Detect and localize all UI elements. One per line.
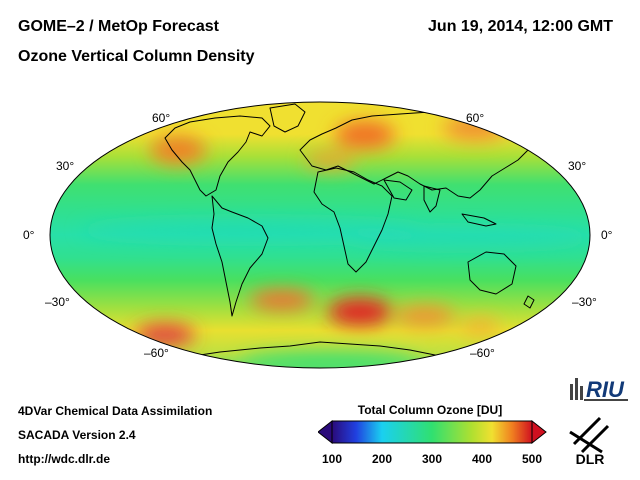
australia-coastline xyxy=(467,251,517,295)
greenland-coastline xyxy=(269,103,306,133)
colorbar-tick-100: 100 xyxy=(321,452,343,466)
riu-tower-icon xyxy=(570,378,583,400)
india-coastline xyxy=(423,185,441,213)
riu-logo: RIU xyxy=(570,377,628,402)
riu-logo-text: RIU xyxy=(586,377,625,402)
colorbar xyxy=(318,419,547,445)
dlr-logo-text: DLR xyxy=(576,451,605,467)
lat-label-left-60: 60° xyxy=(152,111,171,125)
north-america-coastline xyxy=(164,115,271,197)
lat-label-left-minus30: –30° xyxy=(45,295,70,309)
coastlines xyxy=(164,103,535,363)
forecast-datetime: Jun 19, 2014, 12:00 GMT xyxy=(428,18,613,35)
map-title: GOME–2 / MetOp Forecast xyxy=(18,18,219,35)
antarctica-coastline xyxy=(179,341,471,363)
indonesia-coastline xyxy=(461,213,497,227)
map-border xyxy=(49,101,591,369)
colorbar-tick-200: 200 xyxy=(371,452,393,466)
dlr-emblem-icon xyxy=(569,416,610,454)
new-zealand-coastline xyxy=(523,295,535,309)
colorbar-tick-300: 300 xyxy=(421,452,443,466)
dlr-logo: DLR xyxy=(569,416,610,467)
footer-method: 4DVar Chemical Data Assimilation xyxy=(18,404,213,418)
lat-label-right-60: 60° xyxy=(466,111,485,125)
map-subtitle: Ozone Vertical Column Density xyxy=(18,48,255,65)
colorbar-high-arrow xyxy=(531,419,547,445)
lat-label-left-0: 0° xyxy=(23,228,35,242)
lat-label-right-minus60: –60° xyxy=(470,346,495,360)
footer-version: SACADA Version 2.4 xyxy=(18,428,136,442)
ozone-field xyxy=(50,102,590,368)
eurasia-coastline xyxy=(299,111,529,199)
lat-label-right-minus30: –30° xyxy=(572,295,597,309)
colorbar-low-arrow xyxy=(318,419,333,445)
lat-label-left-30: 30° xyxy=(56,159,75,173)
arabia-coastline xyxy=(383,179,413,201)
south-america-coastline xyxy=(211,195,269,317)
lat-label-right-0: 0° xyxy=(601,228,613,242)
colorbar-tick-400: 400 xyxy=(471,452,493,466)
colorbar-gradient xyxy=(331,420,533,444)
colorbar-tick-500: 500 xyxy=(521,452,543,466)
africa-coastline xyxy=(313,167,393,273)
lat-label-right-30: 30° xyxy=(568,159,587,173)
colorbar-title: Total Column Ozone [DU] xyxy=(357,403,503,417)
footer-url[interactable]: http://wdc.dlr.de xyxy=(18,452,110,466)
lat-label-left-minus60: –60° xyxy=(144,346,169,360)
